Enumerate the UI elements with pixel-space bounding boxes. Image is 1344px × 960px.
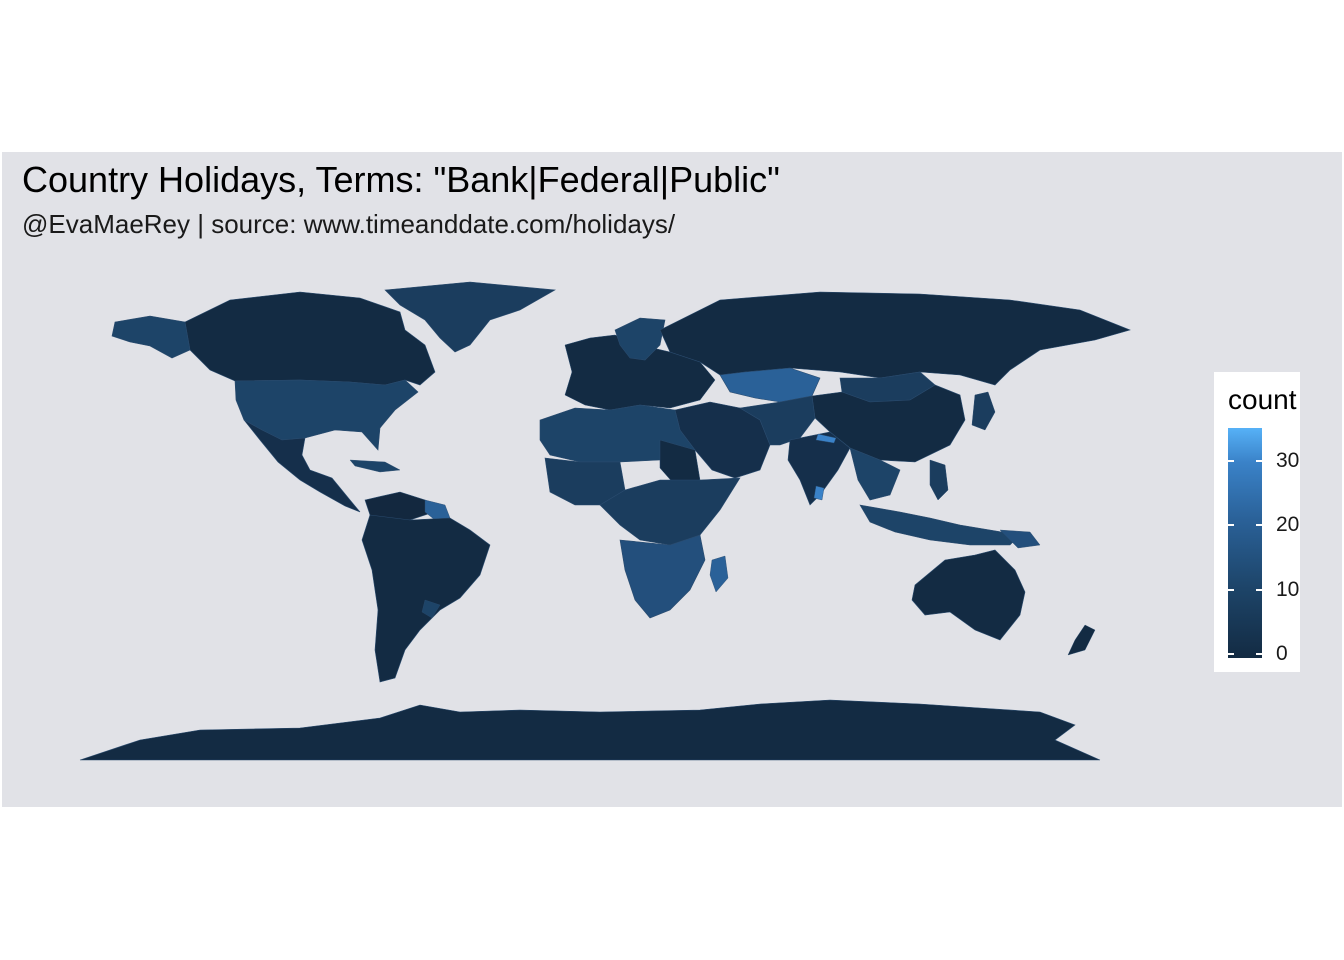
region-canada — [184, 291, 436, 386]
region-se-asia — [849, 447, 901, 501]
chart-title: Country Holidays, Terms: "Bank|Federal|P… — [22, 159, 780, 200]
region-brazil — [361, 514, 491, 683]
legend-tick-30 — [1228, 460, 1234, 462]
legend-label-10: 10 — [1276, 578, 1300, 601]
region-scandinavia — [614, 317, 666, 361]
legend-tick-0 — [1228, 653, 1234, 655]
region-uruguay — [421, 599, 441, 619]
legend-tick-10 — [1228, 589, 1234, 591]
legend-tick-20 — [1228, 524, 1234, 526]
legend: count 30 20 10 0 — [1214, 372, 1300, 672]
legend-label-30: 30 — [1276, 449, 1300, 472]
region-madagascar — [709, 555, 729, 593]
region-greenland — [384, 281, 556, 353]
region-antarctica — [79, 699, 1101, 761]
region-central-africa — [599, 477, 741, 546]
region-philippines — [929, 459, 949, 501]
region-mexico — [243, 419, 361, 513]
legend-tick-20-right — [1256, 524, 1262, 526]
region-indonesia — [859, 504, 1021, 546]
region-new-zealand — [1067, 624, 1096, 656]
region-png — [999, 529, 1041, 549]
region-russia — [659, 291, 1131, 386]
region-southern-africa — [619, 534, 706, 619]
region-alaska — [111, 315, 191, 359]
legend-label-0: 0 — [1276, 642, 1288, 665]
chart-subtitle: @EvaMaeRey | source: www.timeanddate.com… — [22, 209, 676, 239]
region-nepal — [815, 433, 837, 444]
legend-colorbar — [1228, 428, 1262, 658]
region-sri-lanka — [813, 485, 825, 501]
region-australia — [911, 549, 1026, 641]
legend-label-20: 20 — [1276, 513, 1300, 536]
legend-tick-10-right — [1256, 589, 1262, 591]
region-kazakhstan — [719, 367, 821, 403]
legend-tick-0-right — [1256, 653, 1262, 655]
legend-tick-30-right — [1256, 460, 1262, 462]
region-caribbean — [349, 459, 401, 473]
region-guianas — [424, 499, 451, 521]
region-japan — [971, 391, 996, 431]
legend-title: count — [1228, 384, 1297, 415]
